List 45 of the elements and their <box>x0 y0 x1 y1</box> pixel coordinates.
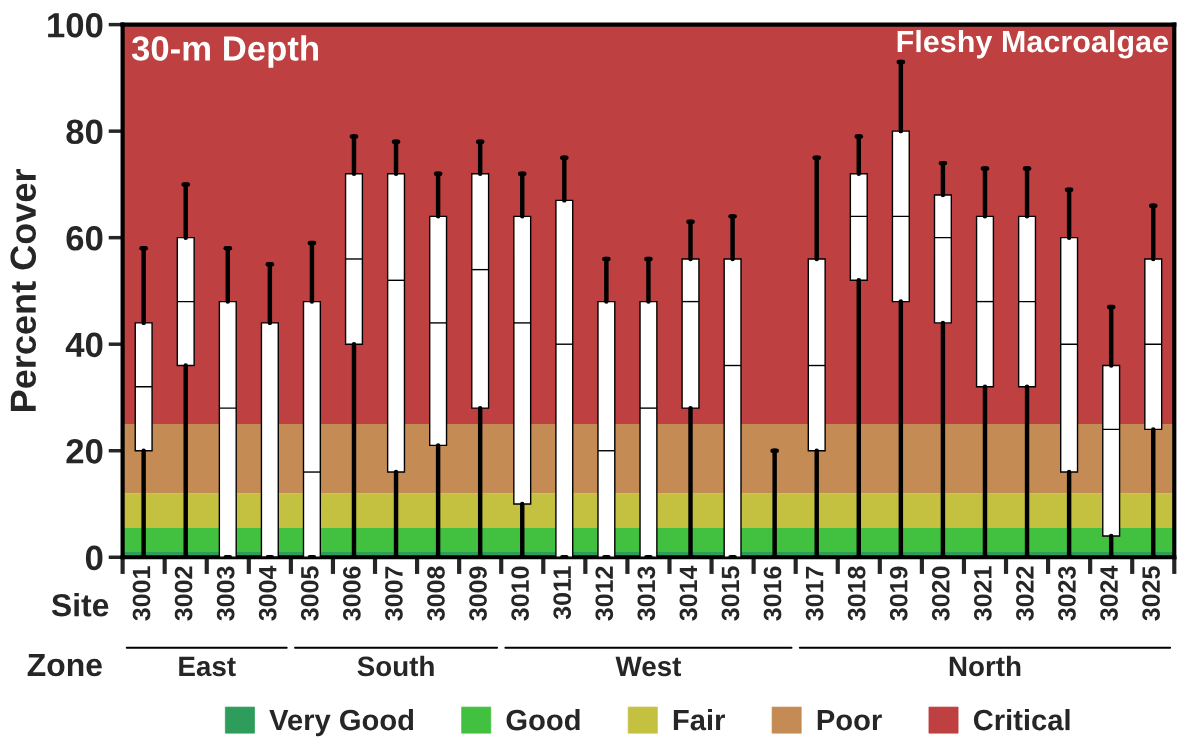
annotation: 30-m Depth <box>131 35 318 68</box>
x-tick-label: 3023 <box>1058 566 1076 621</box>
y-tick-label: 60 <box>66 226 103 251</box>
x-tick-label: 3005 <box>300 566 319 621</box>
x-tick-label: 3008 <box>427 566 445 621</box>
text: West <box>615 656 682 677</box>
x-tick-label: 3003 <box>216 566 235 621</box>
legend-label: Fair <box>673 708 725 731</box>
x-tick-label: 3007 <box>385 566 403 621</box>
x-tick-label: 3021 <box>973 566 992 621</box>
x-tick-label: 3014 <box>679 565 698 621</box>
text: Zone <box>27 653 102 677</box>
x-tick-label: 3011 <box>553 566 572 620</box>
y-tick-label: 100 <box>48 12 103 38</box>
legend-label: Poor <box>817 710 882 731</box>
x-tick-label: 3022 <box>1016 566 1034 621</box>
x-tick-label: 3006 <box>342 566 361 621</box>
legend-label: Good <box>506 708 580 731</box>
x-tick-label: 3012 <box>595 566 614 621</box>
annotation: Fleshy Macroalgae <box>897 29 1169 59</box>
x-tick-label: 3004 <box>258 565 277 621</box>
x-tick-label: 3013 <box>637 566 656 621</box>
x-tick-label: 3020 <box>931 566 950 621</box>
x-tick-label: 3002 <box>174 566 193 621</box>
x-tick-label: 3019 <box>889 566 908 621</box>
text: East <box>179 656 236 677</box>
x-tick-label: 3009 <box>469 566 487 621</box>
x-tick-label: 3001 <box>132 566 151 621</box>
y-axis-title: Percent Cover <box>10 169 37 411</box>
x-tick-label: 3010 <box>511 566 529 621</box>
x-tick-label: 3025 <box>1142 566 1160 621</box>
y-tick-label: 40 <box>65 332 103 358</box>
legend-label: Critical <box>973 708 1070 731</box>
x-tick-label: 3016 <box>763 566 782 621</box>
x-tick-label: 3018 <box>847 566 866 621</box>
legend-label: Very Good <box>269 708 414 737</box>
text: North <box>949 655 1021 677</box>
x-tick-label: 3024 <box>1100 565 1118 621</box>
y-tick-label: 0 <box>85 545 103 571</box>
x-tick-label: 3017 <box>805 566 824 621</box>
text: Site <box>51 593 109 617</box>
y-tick-label: 80 <box>66 119 103 145</box>
x-tick-label: 3015 <box>721 566 740 621</box>
text: South <box>357 655 434 677</box>
y-tick-label: 20 <box>66 439 103 464</box>
